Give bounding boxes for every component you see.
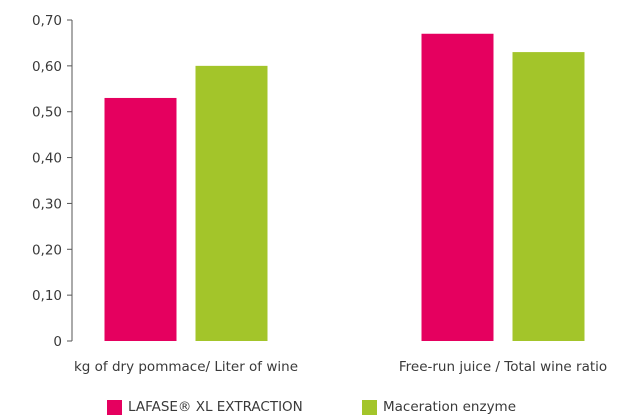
legend-label-maceration-enzyme: Maceration enzyme [383, 399, 517, 415]
y-axis: 0 0,10 0,20 0,30 0,40 0,50 0,60 0,70 [32, 13, 73, 350]
x-category-label: Free-run juice / Total wine ratio [399, 359, 607, 375]
y-tick-label: 0,40 [32, 151, 62, 167]
bar-lafase-1 [421, 33, 494, 341]
y-tick-label: 0,20 [32, 242, 62, 258]
bar-lafase-0 [104, 97, 177, 341]
bar-maceration-enzyme-0 [195, 65, 268, 341]
legend-swatch-maceration-enzyme [362, 399, 377, 415]
legend-item-maceration-enzyme: Maceration enzyme [362, 399, 516, 415]
x-axis-labels: kg of dry pommace/ Liter of wine Free-run… [74, 359, 607, 375]
legend-item-lafase: LAFASE® XL EXTRACTION [107, 399, 303, 415]
bar-chart-plot: 0 0,10 0,20 0,30 0,40 0,50 0,60 0,70 kg of dry … [32, 13, 607, 375]
y-tick-label: 0,30 [32, 196, 62, 212]
bar-maceration-enzyme-1 [512, 52, 585, 341]
legend: LAFASE® XL EXTRACTION Maceration enzyme [0, 395, 621, 417]
y-tick-label: 0 [53, 334, 62, 350]
legend-label-lafase: LAFASE® XL EXTRACTION [128, 399, 303, 415]
y-tick-label: 0,10 [32, 288, 62, 304]
y-tick-label: 0,50 [32, 105, 62, 121]
y-tick-label: 0,70 [32, 13, 62, 29]
y-tick-label: 0,60 [32, 59, 62, 75]
bars [104, 33, 585, 341]
legend-swatch-lafase [107, 399, 122, 415]
x-category-label: kg of dry pommace/ Liter of wine [74, 359, 298, 375]
